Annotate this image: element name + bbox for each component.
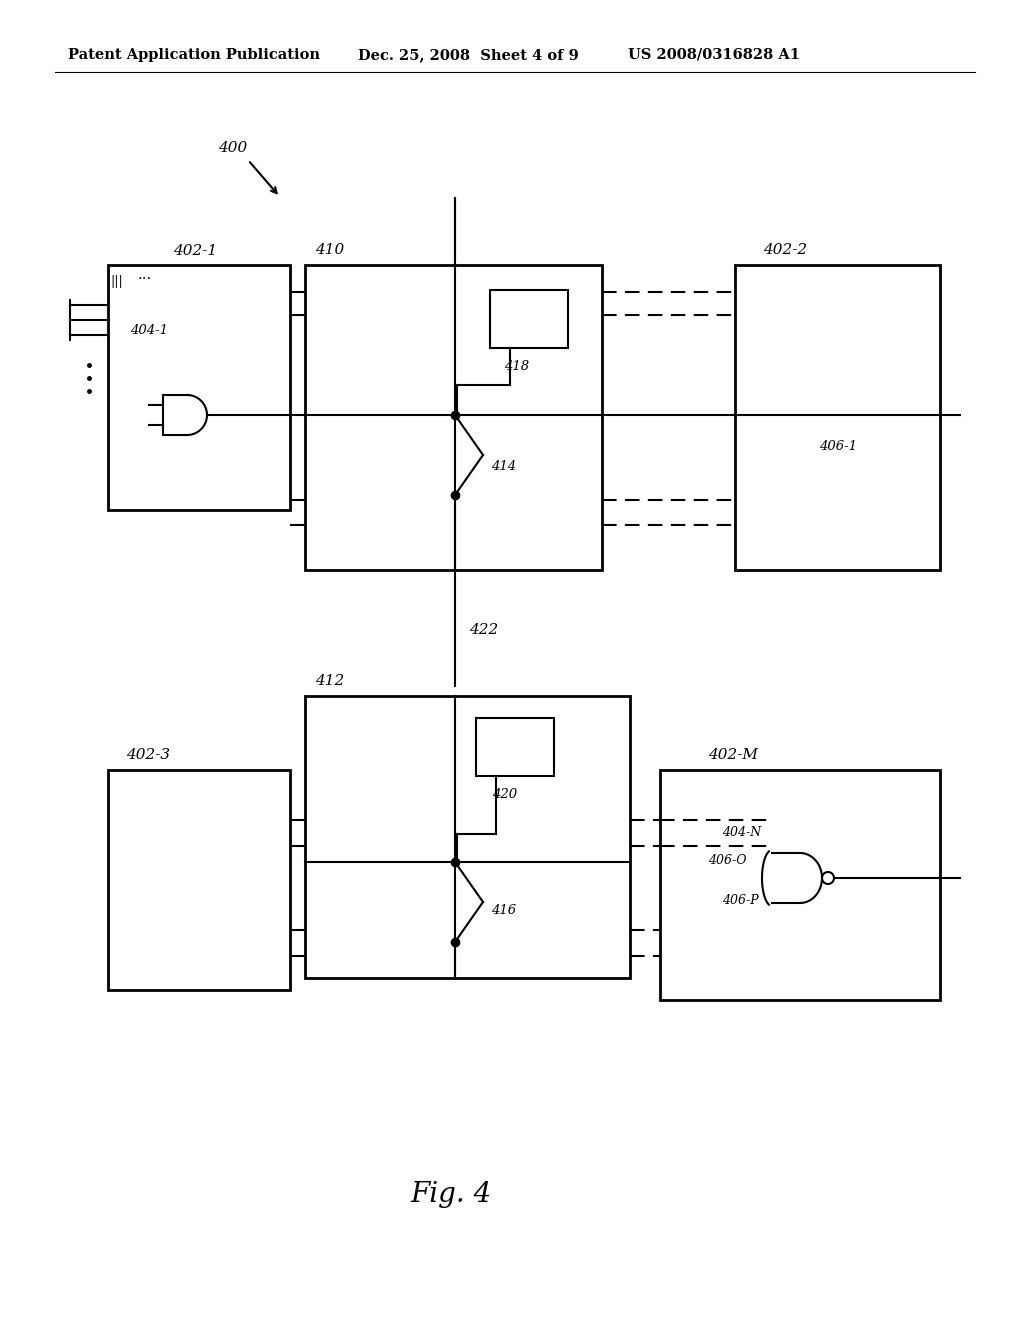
Text: |||: ||| [110, 275, 123, 288]
Text: 402-M: 402-M [708, 748, 758, 762]
Bar [108, 265, 290, 510]
Bar [735, 265, 940, 570]
Text: US 2008/0316828 A1: US 2008/0316828 A1 [628, 48, 800, 62]
Text: 422: 422 [469, 623, 499, 638]
Text: 400: 400 [218, 141, 247, 154]
Bar [490, 290, 568, 348]
Text: 412: 412 [315, 675, 344, 688]
Text: 402-3: 402-3 [126, 748, 170, 762]
Bar [305, 696, 630, 978]
Text: 404-1: 404-1 [130, 323, 168, 337]
Bar [660, 770, 940, 1001]
Text: 402-1: 402-1 [173, 244, 217, 257]
Text: 404-N: 404-N [722, 825, 761, 838]
Text: Dec. 25, 2008  Sheet 4 of 9: Dec. 25, 2008 Sheet 4 of 9 [358, 48, 579, 62]
Text: 406-1: 406-1 [819, 441, 857, 454]
Text: 414: 414 [490, 461, 516, 474]
Text: 406-O: 406-O [708, 854, 746, 866]
Text: 416: 416 [490, 903, 516, 916]
Bar [305, 265, 602, 570]
Text: 410: 410 [315, 243, 344, 257]
Text: ...: ... [138, 268, 153, 282]
Text: 420: 420 [492, 788, 517, 800]
Text: 418: 418 [504, 359, 529, 372]
Bar [108, 770, 290, 990]
Text: 402-2: 402-2 [763, 243, 807, 257]
Bar [476, 718, 554, 776]
Text: Fig. 4: Fig. 4 [410, 1181, 492, 1209]
Text: Patent Application Publication: Patent Application Publication [68, 48, 319, 62]
Text: 406-P: 406-P [722, 894, 759, 907]
